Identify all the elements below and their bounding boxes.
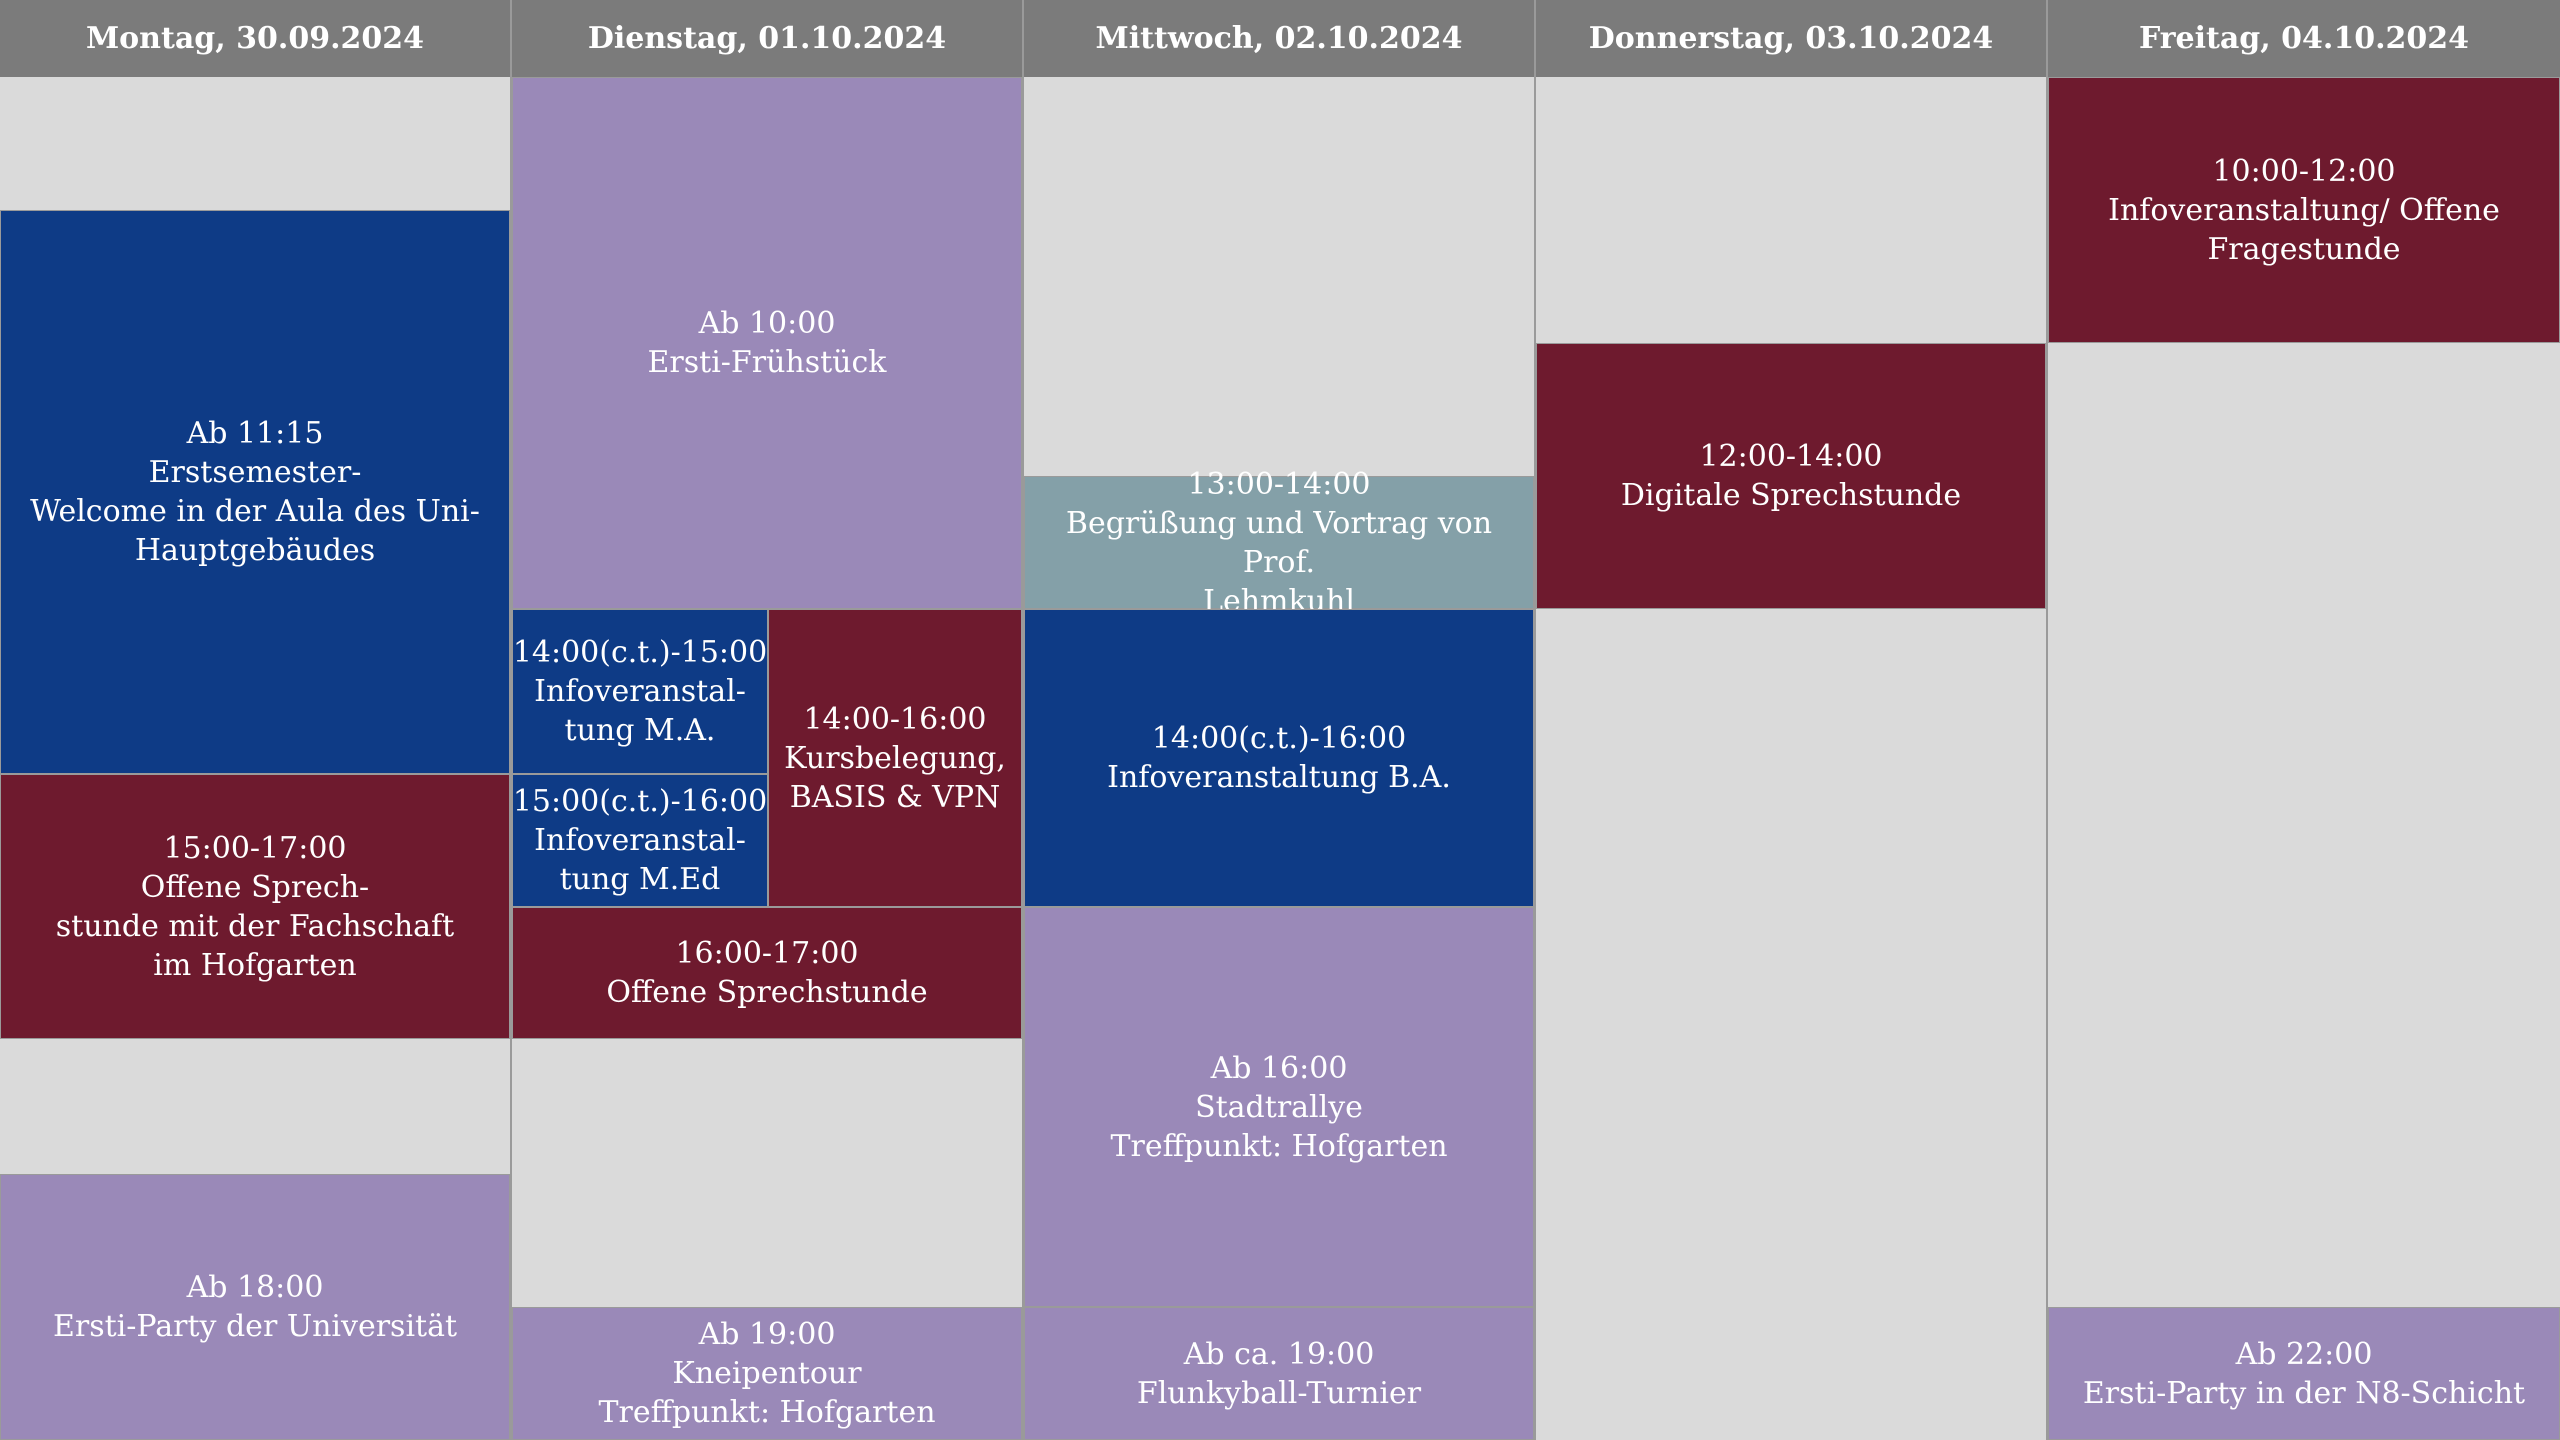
- event-line: Infoveranstaltung B.A.: [1107, 760, 1451, 795]
- event-kursbelegung[interactable]: 14:00-16:00 Kursbelegung, BASIS & VPN: [768, 609, 1022, 907]
- event-line: Kneipentour: [672, 1356, 862, 1391]
- day-header-wednesday: Mittwoch, 02.10.2024: [1024, 0, 1536, 77]
- event-line: Kursbelegung,: [784, 740, 1006, 776]
- event-line: Ersti-Party in der N8-Schicht: [2082, 1375, 2526, 1411]
- event-stadtrallye[interactable]: Ab 16:00 Stadtrallye Treffpunkt: Hofgart…: [1024, 907, 1534, 1307]
- event-line: Infoveranstal-: [534, 823, 746, 858]
- event-line: Ab ca. 19:00: [1183, 1336, 1375, 1372]
- event-line: 14:00-16:00: [803, 701, 987, 737]
- event-line: Digitale Sprechstunde: [1620, 478, 1962, 513]
- event-line: Ab 19:00: [698, 1317, 836, 1352]
- day-column-friday: 10:00-12:00 Infoveranstaltung/ Offene Fr…: [2048, 77, 2560, 1440]
- event-line: Treffpunkt: Hofgarten: [1110, 1128, 1448, 1164]
- day-header-row: Montag, 30.09.2024 Dienstag, 01.10.2024 …: [0, 0, 2560, 77]
- event-line: 14:00(c.t.)-16:00: [1151, 721, 1407, 756]
- event-line: 14:00(c.t.)-15:00: [512, 635, 768, 670]
- event-ersti-fruehstueck[interactable]: Ab 10:00 Ersti-Frühstück: [512, 77, 1022, 609]
- event-line: Offene Sprechstunde: [606, 975, 928, 1010]
- event-line: Ab 18:00: [186, 1270, 324, 1305]
- event-line: Flunkyball-Turnier: [1136, 1375, 1422, 1411]
- event-kneipentour[interactable]: Ab 19:00 Kneipentour Treffpunkt: Hofgart…: [512, 1307, 1022, 1440]
- event-line: tung M.Ed: [559, 862, 721, 897]
- event-line: Erstsemester-: [148, 455, 362, 490]
- event-line: stunde mit der Fachschaft: [55, 908, 455, 944]
- day-column-thursday: 12:00-14:00 Digitale Sprechstunde: [1536, 77, 2048, 1440]
- day-header-monday: Montag, 30.09.2024: [0, 0, 512, 77]
- event-offene-sprechstunde-fachschaft[interactable]: 15:00-17:00 Offene Sprech- stunde mit de…: [0, 774, 510, 1039]
- event-line: Ab 16:00: [1210, 1050, 1348, 1086]
- event-infoveranstaltung-fragestunde[interactable]: 10:00-12:00 Infoveranstaltung/ Offene Fr…: [2048, 77, 2560, 343]
- event-line: 12:00-14:00: [1699, 439, 1883, 474]
- event-erstsemester-welcome[interactable]: Ab 11:15 Erstsemester- Welcome in der Au…: [0, 210, 510, 774]
- event-line: 16:00-17:00: [675, 936, 859, 971]
- day-column-tuesday: Ab 10:00 Ersti-Frühstück 14:00(c.t.)-15:…: [512, 77, 1024, 1440]
- day-column-wednesday: 13:00-14:00 Begrüßung und Vortrag von Pr…: [1024, 77, 1536, 1440]
- event-line: Infoveranstaltung/ Offene: [2108, 192, 2500, 228]
- event-flunkyball-turnier[interactable]: Ab ca. 19:00 Flunkyball-Turnier: [1024, 1307, 1534, 1440]
- event-line: tung M.A.: [564, 713, 716, 748]
- event-line: 15:00-17:00: [163, 830, 347, 866]
- event-line: Ersti-Party der Universität: [52, 1309, 458, 1344]
- day-column-monday: Ab 11:15 Erstsemester- Welcome in der Au…: [0, 77, 512, 1440]
- event-infoveranstaltung-med[interactable]: 15:00(c.t.)-16:00 Infoveranstal- tung M.…: [512, 774, 768, 907]
- day-header-thursday: Donnerstag, 03.10.2024: [1536, 0, 2048, 77]
- event-line: BASIS & VPN: [789, 779, 1001, 815]
- event-line: Offene Sprech-: [140, 869, 370, 905]
- event-ersti-party-n8-schicht[interactable]: Ab 22:00 Ersti-Party in der N8-Schicht: [2048, 1307, 2560, 1440]
- event-line: 13:00-14:00: [1187, 466, 1371, 502]
- event-ersti-party-universitaet[interactable]: Ab 18:00 Ersti-Party der Universität: [0, 1174, 510, 1440]
- event-line: Ab 11:15: [186, 416, 324, 451]
- event-line: Stadtrallye: [1195, 1089, 1363, 1125]
- event-line: im Hofgarten: [153, 947, 357, 983]
- event-line: Ab 10:00: [698, 306, 836, 341]
- event-infoveranstaltung-ba[interactable]: 14:00(c.t.)-16:00 Infoveranstaltung B.A.: [1024, 609, 1534, 907]
- event-begruessung-vortrag[interactable]: 13:00-14:00 Begrüßung und Vortrag von Pr…: [1024, 467, 1534, 619]
- day-header-tuesday: Dienstag, 01.10.2024: [512, 0, 1024, 77]
- event-line: Fragestunde: [2207, 231, 2401, 267]
- event-line: Begrüßung und Vortrag von Prof.: [1065, 505, 1493, 580]
- event-line: 15:00(c.t.)-16:00: [512, 784, 768, 819]
- event-digitale-sprechstunde[interactable]: 12:00-14:00 Digitale Sprechstunde: [1536, 343, 2046, 609]
- event-line: 10:00-12:00: [2212, 153, 2396, 189]
- day-header-friday: Freitag, 04.10.2024: [2138, 21, 2470, 56]
- event-offene-sprechstunde[interactable]: 16:00-17:00 Offene Sprechstunde: [512, 907, 1022, 1039]
- event-line: Infoveranstal-: [534, 674, 746, 709]
- event-infoveranstaltung-ma[interactable]: 14:00(c.t.)-15:00 Infoveranstal- tung M.…: [512, 609, 768, 774]
- event-line: Hauptgebäudes: [134, 533, 376, 568]
- event-line: Ersti-Frühstück: [647, 345, 887, 380]
- event-line: Treffpunkt: Hofgarten: [598, 1395, 936, 1430]
- event-line: Welcome in der Aula des Uni-: [30, 494, 480, 529]
- event-line: Ab 22:00: [2235, 1336, 2373, 1372]
